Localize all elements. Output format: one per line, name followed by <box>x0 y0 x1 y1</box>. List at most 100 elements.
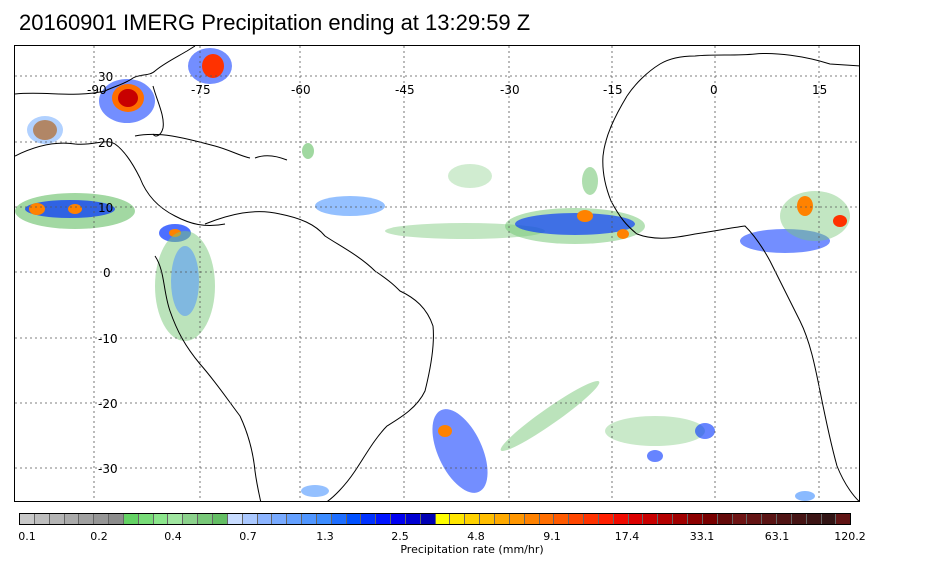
lon-label: -15 <box>603 83 623 97</box>
scale-tick: 33.1 <box>689 530 715 543</box>
rain-band <box>315 196 385 216</box>
color-swatch <box>420 514 436 524</box>
rain-band <box>515 213 635 235</box>
lon-label: 0 <box>710 83 718 97</box>
color-swatch <box>346 514 362 524</box>
rain-cell <box>68 204 82 214</box>
color-swatch <box>198 514 213 524</box>
rain-cell <box>647 450 663 462</box>
color-swatch <box>316 514 332 524</box>
color-swatch <box>79 514 95 524</box>
color-swatch <box>153 514 169 524</box>
lon-label: -90 <box>87 83 107 97</box>
lon-label: -60 <box>291 83 311 97</box>
color-swatch <box>569 514 585 524</box>
coastline-yucatan <box>15 141 226 227</box>
color-swatch <box>717 514 733 524</box>
rain-cell <box>577 210 593 222</box>
map-title: 20160901 IMERG Precipitation ending at 1… <box>19 10 531 35</box>
rain-cell <box>302 143 314 159</box>
graticule <box>15 46 859 501</box>
color-swatch <box>123 514 139 524</box>
color-swatch <box>643 514 659 524</box>
rain-band <box>385 223 545 239</box>
rain-cell <box>582 167 598 195</box>
rain-cell <box>33 120 57 140</box>
color-swatch <box>732 514 748 524</box>
color-swatch <box>465 514 481 524</box>
rain-cell <box>27 116 63 144</box>
rain-band <box>171 246 199 316</box>
color-scale-bar <box>19 513 851 525</box>
lat-label: 10 <box>98 201 113 215</box>
color-swatch <box>391 514 406 524</box>
color-swatch <box>702 514 718 524</box>
scale-tick: 0.7 <box>239 530 257 543</box>
rain-cell <box>695 423 715 439</box>
color-swatch <box>361 514 377 524</box>
color-swatch <box>227 514 243 524</box>
scale-tick: 1.3 <box>316 530 334 543</box>
color-swatch <box>509 514 525 524</box>
lat-label: 20 <box>98 136 113 150</box>
rain-band <box>605 416 705 446</box>
lat-label: -20 <box>98 397 118 411</box>
lon-label: -75 <box>191 83 211 97</box>
color-swatch <box>673 514 688 524</box>
color-swatch <box>168 514 184 524</box>
lon-label: 15 <box>812 83 827 97</box>
rain-cell <box>617 229 629 239</box>
color-swatch <box>435 514 451 524</box>
color-swatch <box>94 514 110 524</box>
color-swatch <box>287 514 303 524</box>
map-canvas: -90 -75 -60 -45 -30 -15 0 15 30 20 10 0 … <box>15 46 859 501</box>
lat-labels: 30 20 10 0 -10 -20 -30 <box>98 70 118 476</box>
scale-tick: 0.4 <box>164 530 182 543</box>
color-swatch <box>138 514 154 524</box>
color-swatch <box>791 514 807 524</box>
scale-tick: 9.1 <box>543 530 561 543</box>
color-swatch <box>806 514 822 524</box>
color-swatch <box>628 514 644 524</box>
color-swatch <box>49 514 65 524</box>
precipitation-field <box>15 48 850 501</box>
color-swatch <box>302 514 317 524</box>
rain-band <box>432 409 488 493</box>
color-swatch <box>554 514 570 524</box>
color-swatch <box>539 514 555 524</box>
color-swatch <box>242 514 258 524</box>
scale-tick: 2.5 <box>391 530 409 543</box>
color-swatch <box>762 514 778 524</box>
coastline-gulf <box>15 46 196 95</box>
scale-tick: 4.8 <box>467 530 485 543</box>
color-swatch <box>34 514 50 524</box>
color-scale-label: Precipitation rate (mm/hr) <box>400 543 544 556</box>
precipitation-map: -90 -75 -60 -45 -30 -15 0 15 30 20 10 0 … <box>14 45 860 502</box>
color-swatch <box>836 514 851 524</box>
lon-labels: -90 -75 -60 -45 -30 -15 0 15 <box>87 83 827 97</box>
lat-label: 30 <box>98 70 113 84</box>
rain-cell <box>448 164 492 188</box>
color-swatch <box>212 514 228 524</box>
coastlines <box>15 46 859 501</box>
color-swatch <box>183 514 199 524</box>
rain-cell <box>118 89 138 107</box>
color-swatch <box>64 514 80 524</box>
color-swatch <box>480 514 495 524</box>
color-swatch <box>495 514 510 524</box>
color-swatch <box>821 514 837 524</box>
color-swatch <box>687 514 703 524</box>
rain-cell <box>202 54 224 78</box>
color-swatch <box>109 514 124 524</box>
rain-cell <box>797 196 813 216</box>
color-swatch <box>747 514 763 524</box>
lat-label: 0 <box>103 266 111 280</box>
coastline-africa <box>626 53 859 97</box>
lon-label: -30 <box>500 83 520 97</box>
rain-cell <box>795 491 815 501</box>
scale-tick: 0.1 <box>18 530 36 543</box>
lat-label: -30 <box>98 462 118 476</box>
coastline-hispaniola <box>254 155 288 161</box>
coastline-south-america-west <box>154 255 262 501</box>
scale-tick: 0.2 <box>90 530 108 543</box>
